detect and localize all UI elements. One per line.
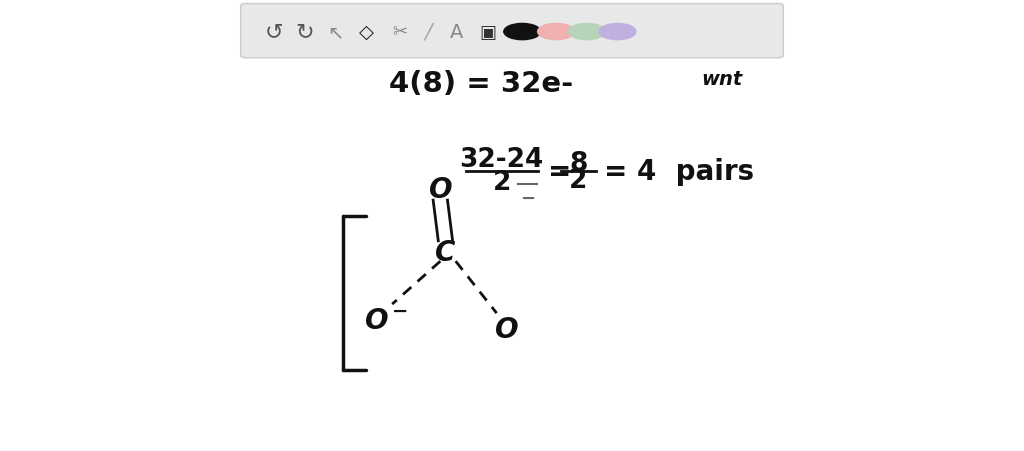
- Text: O: O: [428, 175, 453, 203]
- Text: ✂: ✂: [392, 23, 407, 41]
- Text: A: A: [450, 23, 464, 42]
- Text: 2: 2: [569, 167, 588, 193]
- Text: =: =: [548, 157, 571, 185]
- Text: 4(8) = 32e-: 4(8) = 32e-: [389, 69, 573, 97]
- Text: −: −: [520, 189, 535, 207]
- Text: O: O: [365, 306, 389, 334]
- Circle shape: [504, 24, 541, 41]
- Text: wnt: wnt: [701, 69, 742, 88]
- Circle shape: [568, 24, 605, 41]
- Text: ◇: ◇: [359, 23, 374, 42]
- Text: 8: 8: [569, 150, 588, 176]
- Text: /: /: [424, 23, 432, 42]
- Text: ↻: ↻: [296, 23, 314, 42]
- Circle shape: [538, 24, 574, 41]
- Text: = 4  pairs: = 4 pairs: [604, 157, 755, 185]
- Text: −: −: [392, 301, 409, 320]
- Text: 32-24: 32-24: [460, 147, 544, 173]
- Text: ↖: ↖: [328, 23, 344, 42]
- Text: ▣: ▣: [479, 23, 496, 41]
- Text: 2: 2: [493, 170, 511, 196]
- FancyBboxPatch shape: [241, 5, 783, 59]
- Circle shape: [599, 24, 636, 41]
- Text: ↺: ↺: [265, 23, 284, 42]
- Text: O: O: [495, 315, 519, 343]
- Text: C: C: [435, 239, 456, 267]
